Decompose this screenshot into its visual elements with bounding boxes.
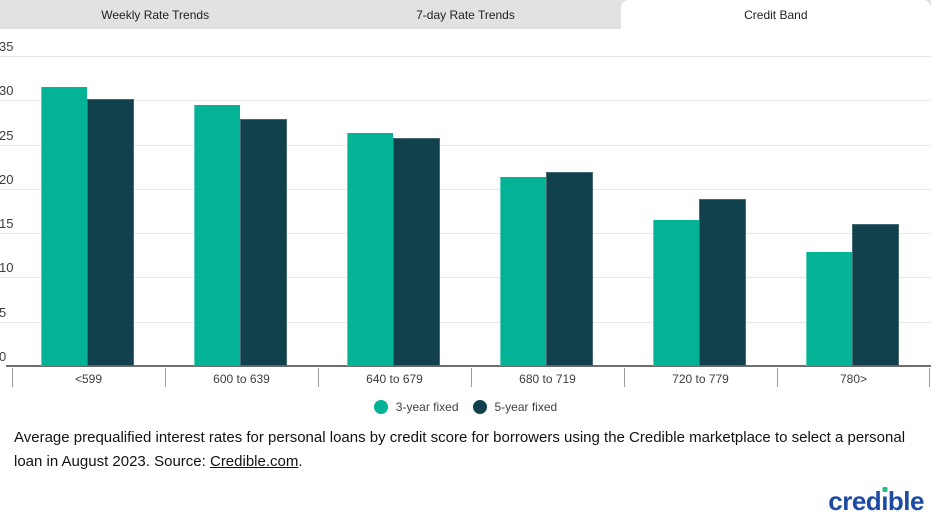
legend-dot-3-year-fixed — [373, 400, 388, 414]
logo-text-pre: cred — [828, 486, 882, 516]
bar-3-year-fixed-680-to-719 — [500, 177, 546, 366]
tab-credit-band[interactable]: Credit Band — [620, 0, 931, 29]
logo-letter-i: ı — [881, 486, 888, 516]
y-axis-label-35: 35 — [0, 39, 14, 54]
bar-3-year-fixed-600-to-639 — [194, 104, 240, 366]
logo-i-dot — [882, 487, 888, 492]
x-axis-label-780: 780> — [839, 372, 868, 386]
y-axis-label-25: 25 — [0, 128, 14, 143]
bar-5-year-fixed-640-to-679 — [393, 137, 440, 366]
x-axis-tick-2 — [318, 368, 319, 387]
x-axis-label-640-to-679: 640 to 679 — [366, 372, 423, 386]
x-axis-label-720-to-779: 720 to 779 — [672, 372, 729, 386]
legend-label-5-year-fixed: 5-year fixed — [494, 400, 558, 414]
x-axis-label-599: <599 — [74, 372, 103, 386]
y-axis-label-0: 0 — [0, 349, 7, 364]
bar-3-year-fixed-780 — [806, 251, 852, 366]
x-axis-tick-4 — [624, 368, 625, 387]
x-axis-tick-6 — [929, 368, 930, 387]
y-axis-label-10: 10 — [0, 260, 14, 275]
legend-item-3-year-fixed: 3-year fixed — [373, 400, 459, 414]
y-axis-label-30: 30 — [0, 83, 14, 98]
logo-text-post: ble — [887, 486, 925, 516]
caption-period: . — [298, 453, 303, 470]
bar-3-year-fixed-599 — [41, 87, 87, 366]
chart-caption: Average prequalified interest rates for … — [14, 426, 920, 474]
x-axis-tick-0 — [12, 368, 13, 387]
gridline-10 — [0, 277, 931, 278]
bar-5-year-fixed-680-to-719 — [546, 172, 593, 366]
credible-logo: credı ble — [828, 486, 924, 517]
rates-bar-chart: 0 5 10 15 20 25 30 35 <599 600 to 639 640 to 679 68… — [0, 29, 931, 391]
y-axis-label-15: 15 — [0, 216, 14, 231]
gridline-20 — [0, 189, 931, 190]
x-axis-tick-1 — [165, 368, 166, 387]
legend-dot-5-year-fixed — [472, 400, 487, 414]
gridline-30 — [0, 100, 931, 101]
gridline-25 — [0, 145, 931, 146]
bar-5-year-fixed-600-to-639 — [240, 118, 287, 366]
x-axis-tick-3 — [471, 368, 472, 387]
bar-5-year-fixed-720-to-779 — [699, 198, 746, 366]
chart-legend: 3-year fixed 5-year fixed — [0, 398, 931, 416]
credible-source-link[interactable]: Credible.com — [209, 453, 299, 470]
y-axis-label-20: 20 — [0, 172, 14, 187]
y-axis-label-5: 5 — [0, 305, 7, 320]
tab-weekly-rate-trends[interactable]: Weekly Rate Trends — [101, 7, 210, 22]
x-axis-tick-5 — [777, 368, 778, 387]
bar-3-year-fixed-720-to-779 — [653, 219, 699, 366]
tab-7-day-rate-trends[interactable]: 7-day Rate Trends — [416, 7, 515, 22]
gridline-35 — [0, 56, 931, 57]
bar-5-year-fixed-780 — [852, 224, 899, 366]
x-axis-label-680-to-719: 680 to 719 — [519, 372, 576, 386]
caption-text: Average prequalified interest rates for … — [14, 429, 906, 470]
gridline-15 — [0, 233, 931, 234]
legend-item-5-year-fixed: 5-year fixed — [472, 400, 558, 414]
x-axis-label-600-to-639: 600 to 639 — [213, 372, 270, 386]
gridline-5 — [0, 322, 931, 323]
tab-bar: Weekly Rate Trends 7-day Rate Trends Credi… — [0, 0, 931, 29]
bar-3-year-fixed-640-to-679 — [347, 133, 393, 366]
legend-label-3-year-fixed: 3-year fixed — [395, 400, 459, 414]
bar-5-year-fixed-599 — [87, 98, 134, 366]
x-axis-line — [6, 365, 931, 367]
